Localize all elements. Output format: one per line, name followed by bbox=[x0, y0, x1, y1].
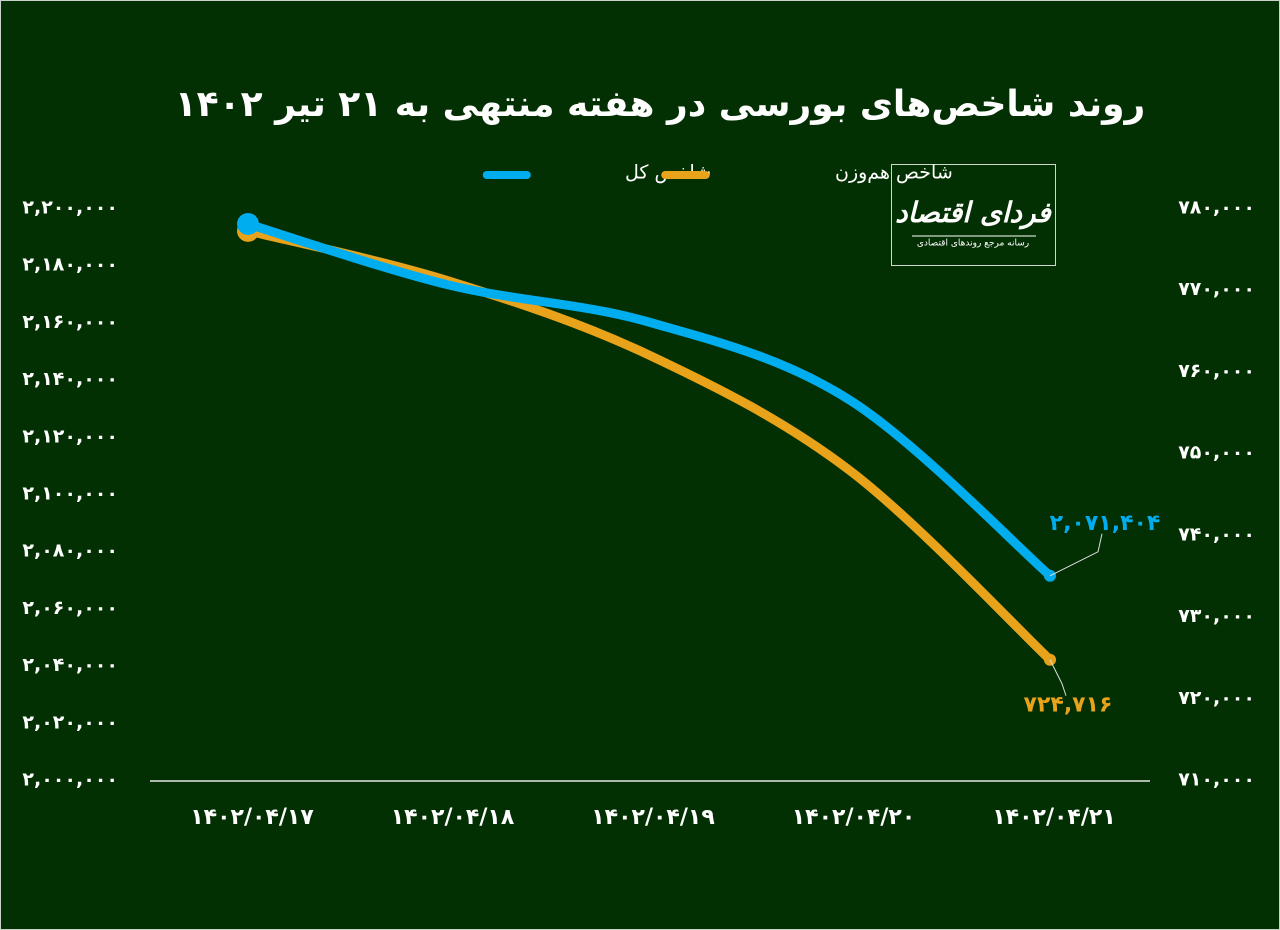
x-tick-label: ۱۴۰۲/۰۴/۲۰ bbox=[792, 805, 916, 830]
y2-tick-label: ۷۱۰,۰۰۰ bbox=[1178, 769, 1255, 791]
y2-tick-label: ۷۲۰,۰۰۰ bbox=[1178, 687, 1255, 709]
logo-name: فردای اقتصاد bbox=[895, 196, 1052, 230]
y2-tick-label: ۷۸۰,۰۰۰ bbox=[1178, 197, 1255, 219]
y-tick-label: ۲,۰۶۰,۰۰۰ bbox=[22, 597, 118, 619]
y-tick-label: ۲,۱۶۰,۰۰۰ bbox=[22, 311, 118, 333]
value-label: ۲,۰۷۱,۴۰۴ bbox=[1050, 511, 1161, 536]
y2-tick-label: ۷۵۰,۰۰۰ bbox=[1178, 442, 1255, 464]
x-tick-label: ۱۴۰۲/۰۴/۲۱ bbox=[992, 805, 1116, 830]
start-marker bbox=[237, 213, 259, 236]
y-tick-label: ۲,۰۴۰,۰۰۰ bbox=[22, 654, 118, 676]
y-tick-label: ۲,۱۴۰,۰۰۰ bbox=[22, 368, 118, 390]
y-tick-label: ۲,۲۰۰,۰۰۰ bbox=[22, 197, 118, 219]
y-tick-label: ۲,۰۲۰,۰۰۰ bbox=[22, 711, 118, 733]
x-tick-label: ۱۴۰۲/۰۴/۱۷ bbox=[190, 805, 314, 830]
logo-frame bbox=[891, 164, 1056, 266]
legend-label: شاخص هم‌وزن bbox=[835, 162, 953, 184]
y2-tick-label: ۷۳۰,۰۰۰ bbox=[1178, 605, 1255, 627]
logo-tagline: رسانه مرجع روندهای اقتصادی bbox=[917, 239, 1029, 249]
chart-title: روند شاخص‌های بورسی در هفته منتهی به ۲۱ … bbox=[175, 84, 1146, 125]
y-tick-label: ۲,۱۸۰,۰۰۰ bbox=[22, 254, 118, 276]
y2-tick-label: ۷۶۰,۰۰۰ bbox=[1178, 360, 1255, 382]
label-leader bbox=[1049, 533, 1103, 577]
y2-tick-label: ۷۷۰,۰۰۰ bbox=[1178, 278, 1255, 300]
y-tick-label: ۲,۱۰۰,۰۰۰ bbox=[22, 483, 118, 505]
logo: فردای اقتصاد رسانه مرجع روندهای اقتصادی bbox=[891, 164, 1056, 266]
y2-tick-label: ۷۴۰,۰۰۰ bbox=[1178, 523, 1255, 545]
y-tick-label: ۲,۰۰۰,۰۰۰ bbox=[22, 769, 118, 791]
x-tick-label: ۱۴۰۲/۰۴/۱۹ bbox=[591, 805, 715, 830]
y-tick-label: ۲,۱۲۰,۰۰۰ bbox=[22, 425, 118, 447]
series-line bbox=[243, 219, 1055, 581]
x-tick-label: ۱۴۰۲/۰۴/۱۸ bbox=[391, 805, 515, 830]
y-tick-label: ۲,۰۸۰,۰۰۰ bbox=[22, 540, 118, 562]
label-leader bbox=[1049, 659, 1067, 696]
value-label: ۷۲۴,۷۱۶ bbox=[1024, 693, 1113, 718]
